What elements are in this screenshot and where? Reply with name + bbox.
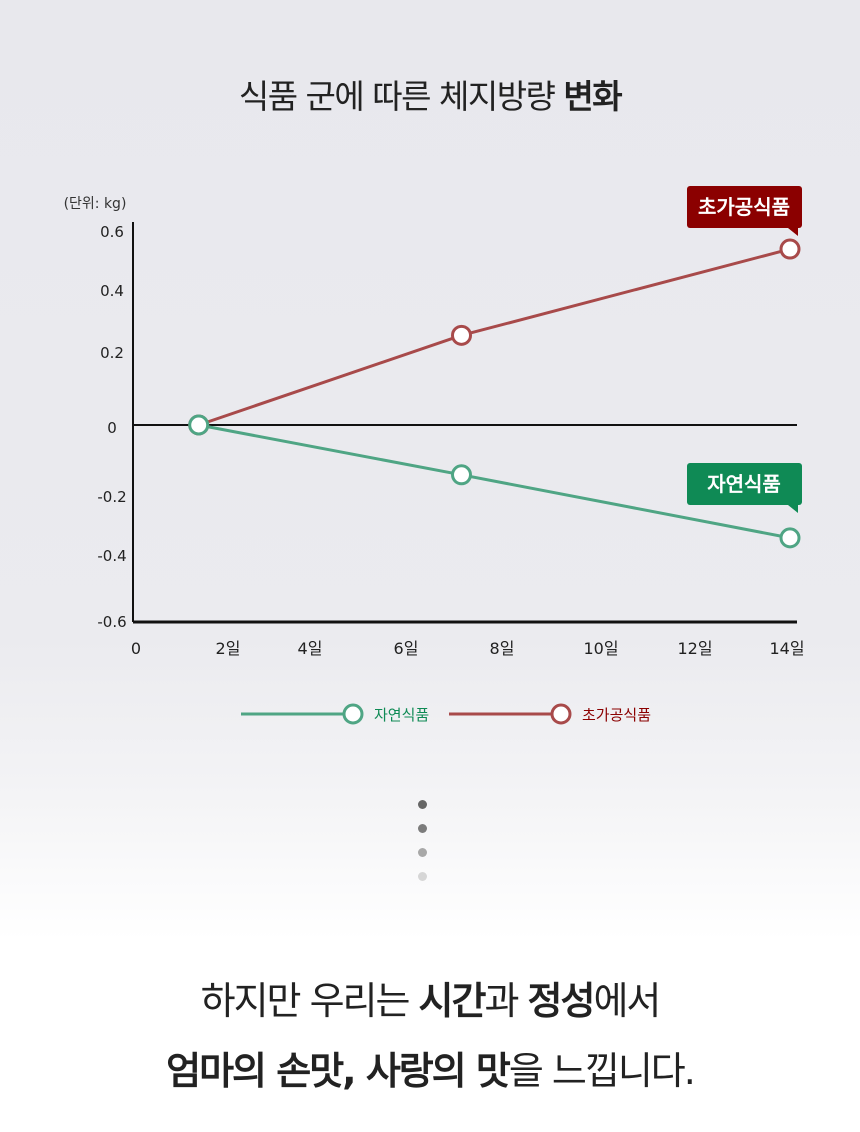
pagination-dot[interactable] xyxy=(418,800,427,809)
x-tick-label: 2일 xyxy=(216,639,241,658)
x-tick-label: 4일 xyxy=(298,639,323,658)
pagination-dots xyxy=(418,800,428,896)
body-text: 과 xyxy=(484,979,528,1023)
callout-box xyxy=(687,186,802,228)
body-text: 을 느낍니다. xyxy=(508,1049,696,1093)
y-tick-label: -0.2 xyxy=(97,488,126,506)
legend-label: 초가공식품 xyxy=(582,706,651,724)
x-tick-label: 8일 xyxy=(490,639,515,658)
line-chart: (단위: kg) 0.6 0.4 0.2 0 -0.2 -0.4 -0.6 0 2일 4일 6일 8일 1… xyxy=(64,186,805,725)
y-tick-label: 0.6 xyxy=(100,223,124,241)
y-tick-label: 0.2 xyxy=(100,344,124,362)
y-tick-label: 0.4 xyxy=(100,282,124,300)
x-tick-label: 12일 xyxy=(677,639,712,658)
pagination-dot[interactable] xyxy=(418,848,427,857)
pagination-dot[interactable] xyxy=(418,872,427,881)
bottom-text-line2: 엄마의 손맛, 사랑의 맛을 느낍니다. xyxy=(0,1040,860,1095)
chart-title-bold: 변화 xyxy=(563,77,622,116)
x-tick-label: 10일 xyxy=(583,639,618,658)
callout-label: 자연식품 xyxy=(707,472,781,496)
x-tick-label: 6일 xyxy=(394,639,419,658)
callout-tail xyxy=(788,228,798,236)
y-unit-label: (단위: kg) xyxy=(64,196,127,212)
x-tick-label: 0 xyxy=(131,639,141,658)
data-point xyxy=(451,324,472,346)
y-tick-label: -0.6 xyxy=(97,613,126,631)
legend-marker xyxy=(550,703,572,725)
callout-tail xyxy=(788,505,798,513)
emphasis-text: 시간 xyxy=(418,979,487,1023)
y-tick-label: -0.4 xyxy=(97,547,126,565)
emphasis-text: 엄마의 손맛, 사랑의 맛 xyxy=(166,1049,511,1093)
data-point xyxy=(188,414,210,436)
pagination-dot[interactable] xyxy=(418,824,427,833)
series-line xyxy=(198,247,791,427)
data-point xyxy=(779,238,801,260)
emphasis-text: 정성 xyxy=(527,979,596,1023)
body-text: 에서 xyxy=(593,979,661,1023)
data-point xyxy=(451,464,472,486)
chart-title-normal: 식품 군에 따른 체지방량 xyxy=(238,77,564,116)
callout-box xyxy=(687,463,802,505)
callout-label: 초가공식품 xyxy=(698,195,790,219)
body-text: 하지만 우리는 xyxy=(200,979,419,1023)
x-tick-label: 14일 xyxy=(769,639,804,658)
data-point xyxy=(779,527,801,549)
legend-marker xyxy=(342,703,364,725)
bottom-text-line1: 하지만 우리는 시간과 정성에서 xyxy=(0,970,860,1025)
y-tick-label: 0 xyxy=(107,419,117,437)
chart-title: 식품 군에 따른 체지방량 변화 xyxy=(0,70,860,118)
legend-label: 자연식품 xyxy=(374,706,429,724)
